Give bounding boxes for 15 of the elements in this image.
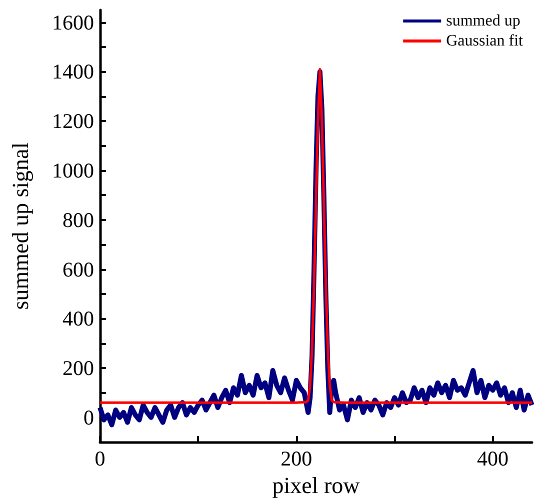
y-tick-label: 1000 xyxy=(52,158,94,182)
y-tick-label: 1400 xyxy=(52,60,94,84)
y-axis-title: summed up signal xyxy=(8,142,33,310)
y-tick-label: 600 xyxy=(62,257,94,282)
y-tick-label: 0 xyxy=(84,405,94,430)
x-tick-label: 400 xyxy=(476,446,508,471)
legend-label: summed up xyxy=(446,12,520,30)
y-tick-label: 1600 xyxy=(52,10,94,34)
x-tick-label: 200 xyxy=(280,446,312,471)
y-tick-label: 200 xyxy=(62,356,94,380)
y-tick-label: 1200 xyxy=(52,109,94,134)
y-tick-label: 800 xyxy=(62,208,94,232)
y-tick-label: 400 xyxy=(62,306,94,331)
legend-label: Gaussian fit xyxy=(446,32,524,50)
x-axis-title: pixel row xyxy=(272,473,360,498)
